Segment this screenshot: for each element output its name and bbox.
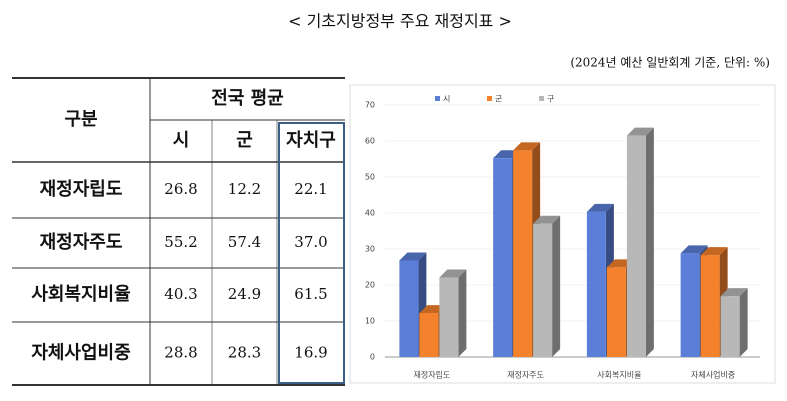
- legend-label: 군: [495, 95, 502, 104]
- bar-face: [700, 255, 720, 357]
- table-cell: 40.3: [164, 285, 197, 303]
- legend-label: 구: [547, 95, 554, 104]
- bar-top: [626, 127, 654, 136]
- bar-face: [680, 253, 700, 357]
- row-header: 재정자주도: [40, 232, 123, 253]
- bar-face: [513, 150, 533, 357]
- y-tick-label: 20: [365, 281, 375, 290]
- bar-side: [739, 288, 748, 357]
- bar-top: [720, 288, 748, 297]
- table-cell: 28.8: [164, 344, 197, 362]
- y-tick-label: 40: [365, 209, 375, 218]
- y-tick-label: 50: [365, 173, 375, 182]
- legend-swatch: [487, 96, 492, 101]
- bar-side: [458, 269, 467, 357]
- legend-label: 시: [443, 95, 450, 104]
- bar-face: [439, 277, 459, 357]
- table-cell: 37.0: [294, 233, 327, 251]
- y-tick-label: 10: [365, 317, 375, 326]
- table-cell: 61.5: [294, 285, 327, 303]
- column-header: 자치구: [286, 130, 336, 151]
- bar: [439, 269, 467, 357]
- table-cell: 22.1: [294, 180, 327, 198]
- bar-face: [399, 260, 419, 357]
- x-tick-label: 사회복지비율: [597, 371, 641, 380]
- bar-top: [399, 252, 427, 261]
- column-header: 군: [236, 130, 253, 151]
- x-tick-label: 재정자립도: [413, 370, 450, 380]
- bar-face: [626, 135, 646, 357]
- table-cell: 55.2: [164, 233, 197, 251]
- y-tick-label: 0: [370, 353, 375, 362]
- table-group-header: 전국 평균: [211, 88, 284, 109]
- bar-top: [586, 203, 614, 212]
- bar-side: [552, 215, 561, 357]
- bar-top: [700, 247, 728, 256]
- bar: [626, 127, 654, 357]
- unit-note: (2024년 예산 일반회계 기준, 단위: %): [570, 56, 770, 70]
- highlight-box: [278, 122, 345, 384]
- bar-face: [419, 313, 439, 357]
- table-cell: 16.9: [294, 344, 327, 362]
- bar-face: [533, 223, 553, 357]
- bar-top: [513, 142, 541, 151]
- bar: [720, 288, 748, 357]
- table-cell: 24.9: [228, 285, 261, 303]
- table-cell: 57.4: [228, 233, 261, 251]
- x-tick-label: 자체사업비중: [691, 370, 735, 380]
- page-title: < 기초지방정부 주요 재정지표 >: [288, 12, 512, 31]
- bar-top: [680, 245, 708, 254]
- table-cell: 26.8: [164, 180, 197, 198]
- y-tick-label: 60: [365, 137, 375, 146]
- bar-top: [533, 215, 561, 224]
- bar-face: [586, 211, 606, 357]
- bar-face: [493, 158, 513, 357]
- bar-face: [606, 267, 626, 357]
- table-cell: 28.3: [228, 344, 261, 362]
- bar: [533, 215, 561, 357]
- row-header: 사회복지비율: [31, 284, 130, 305]
- row-header: 자체사업비중: [31, 343, 130, 364]
- bar-side: [645, 127, 654, 357]
- column-header: 시: [173, 130, 190, 151]
- row-header: 재정자립도: [40, 179, 123, 200]
- table-corner: 구분: [64, 109, 97, 130]
- bar-top: [439, 269, 467, 278]
- legend-swatch: [539, 96, 544, 101]
- x-tick-label: 재정자주도: [507, 370, 544, 380]
- table-cell: 12.2: [228, 180, 261, 198]
- y-tick-label: 70: [365, 101, 375, 110]
- legend-swatch: [435, 96, 440, 101]
- y-tick-label: 30: [365, 245, 375, 254]
- bar-face: [720, 296, 740, 357]
